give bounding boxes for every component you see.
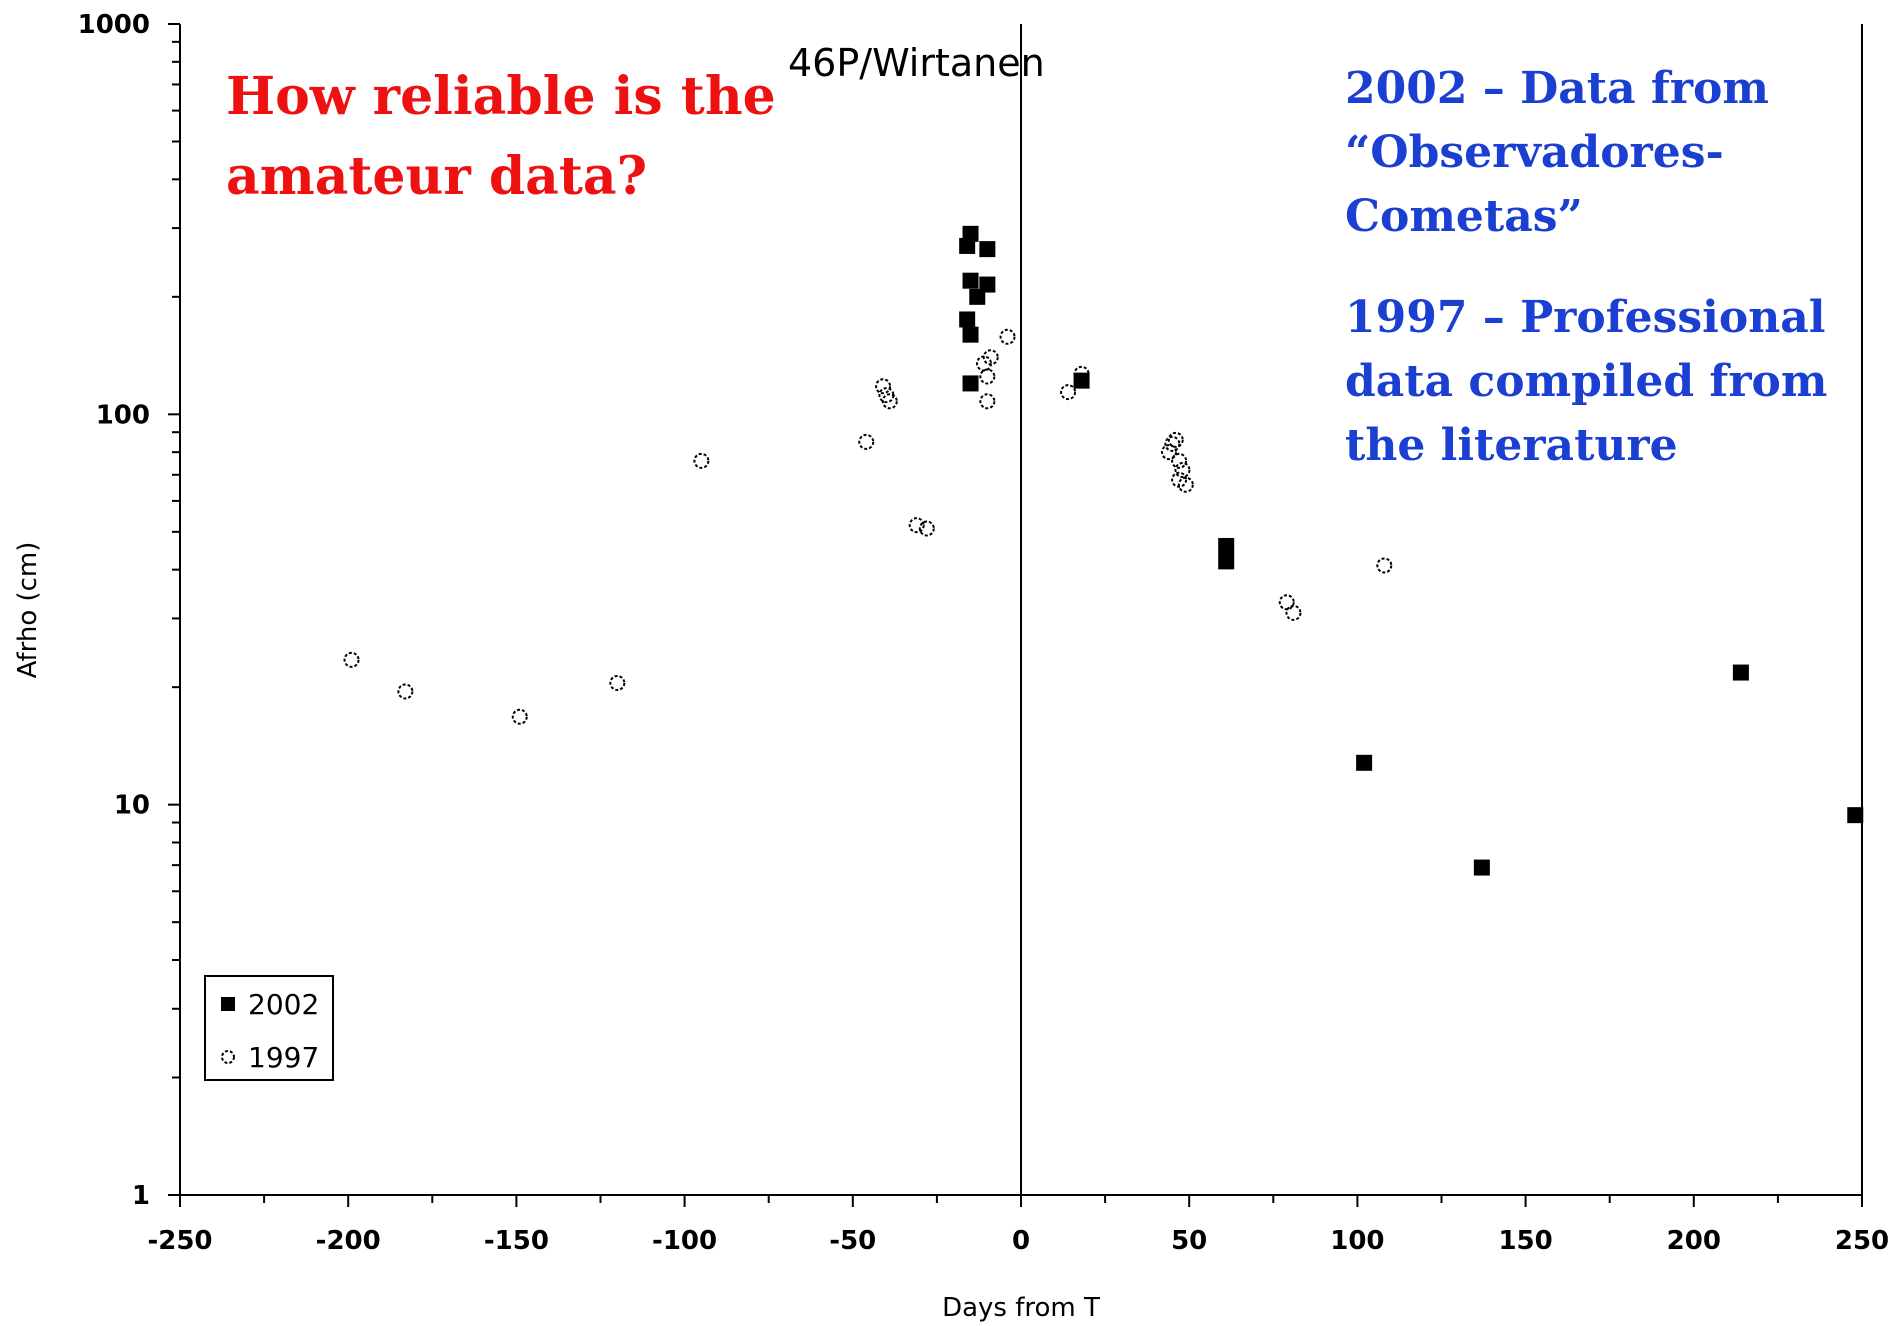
point-2002 bbox=[1473, 859, 1490, 876]
point-1997 bbox=[1171, 471, 1188, 488]
legend-label-1997: 1997 bbox=[248, 1041, 319, 1074]
x-tick-label: 200 bbox=[1667, 1226, 1721, 1256]
red-annotation-line-2: amateur data? bbox=[226, 146, 647, 207]
blue-1997-line-1: 1997 – Professional bbox=[1345, 292, 1825, 343]
point-1997 bbox=[999, 328, 1016, 345]
point-2002 bbox=[979, 241, 996, 258]
x-tick-label: 100 bbox=[1330, 1226, 1384, 1256]
point-2002 bbox=[1356, 754, 1373, 771]
point-1997 bbox=[1278, 594, 1295, 611]
point-2002 bbox=[962, 225, 979, 242]
point-1997 bbox=[693, 452, 710, 469]
point-1997 bbox=[979, 368, 996, 385]
blue-1997-line-3: the literature bbox=[1345, 420, 1678, 471]
x-tick-label: 250 bbox=[1835, 1226, 1889, 1256]
point-1997 bbox=[1177, 476, 1194, 493]
point-1997 bbox=[1285, 604, 1302, 621]
chart-title: 46P/Wirtanen bbox=[788, 41, 1045, 85]
point-1997 bbox=[881, 393, 898, 410]
blue-2002-line-2: “Observadores- bbox=[1345, 127, 1724, 178]
point-2002 bbox=[962, 272, 979, 289]
point-1997 bbox=[343, 651, 360, 668]
point-1997 bbox=[1174, 462, 1191, 479]
point-1997 bbox=[878, 387, 895, 404]
blue-annotation-2002: 2002 – Data from “Observadores- Cometas” bbox=[1345, 63, 1769, 242]
axis-ticks bbox=[168, 23, 1863, 1207]
point-2002 bbox=[969, 288, 986, 305]
blue-1997-line-2: data compiled from bbox=[1345, 356, 1827, 407]
point-1997 bbox=[1171, 452, 1188, 469]
y-tick-label: 1000 bbox=[78, 10, 150, 40]
blue-2002-line-3: Cometas” bbox=[1345, 191, 1583, 242]
x-tick-label: -50 bbox=[829, 1226, 876, 1256]
y-tick-label: 10 bbox=[114, 791, 150, 821]
point-1997 bbox=[908, 517, 925, 534]
legend: 2002 1997 bbox=[204, 975, 334, 1081]
x-tick-label: 150 bbox=[1498, 1226, 1552, 1256]
blue-annotation-1997: 1997 – Professional data compiled from t… bbox=[1345, 292, 1827, 471]
data-points bbox=[343, 225, 1864, 876]
point-1997 bbox=[875, 378, 892, 395]
point-1997 bbox=[1167, 431, 1184, 448]
point-2002 bbox=[979, 276, 996, 293]
x-tick-label: 0 bbox=[1012, 1226, 1030, 1256]
point-2002 bbox=[1218, 537, 1235, 554]
tick-labels: -250 -200 -150 -100 -50 0 50 100 150 200 250 1 10 100… bbox=[78, 10, 1890, 1256]
point-2002 bbox=[959, 237, 976, 254]
point-2002 bbox=[962, 375, 979, 392]
red-annotation-line-1: How reliable is the bbox=[226, 66, 776, 127]
point-1997 bbox=[1060, 384, 1077, 401]
point-1997 bbox=[609, 674, 626, 691]
plot-frame bbox=[179, 24, 1863, 1196]
blue-2002-line-1: 2002 – Data from bbox=[1345, 63, 1769, 114]
x-tick-label: -200 bbox=[316, 1226, 381, 1256]
point-1997 bbox=[397, 683, 414, 700]
y-tick-label: 1 bbox=[132, 1181, 150, 1211]
x-tick-label: 50 bbox=[1171, 1226, 1207, 1256]
x-axis-title: Days from T bbox=[942, 1293, 1100, 1323]
x-tick-label: -150 bbox=[484, 1226, 549, 1256]
point-1997 bbox=[511, 708, 528, 725]
point-1997 bbox=[982, 349, 999, 366]
point-1997 bbox=[1073, 365, 1090, 382]
y-tick-label: 100 bbox=[96, 400, 150, 430]
legend-marker-1997 bbox=[221, 1050, 235, 1064]
legend-marker-2002 bbox=[221, 997, 235, 1011]
point-1997 bbox=[1164, 435, 1181, 452]
legend-label-2002: 2002 bbox=[248, 988, 319, 1021]
point-1997 bbox=[1376, 557, 1393, 574]
point-1997 bbox=[858, 433, 875, 450]
x-tick-label: -100 bbox=[652, 1226, 717, 1256]
point-2002 bbox=[1732, 664, 1749, 681]
point-1997 bbox=[1161, 444, 1178, 461]
point-2002 bbox=[959, 311, 976, 328]
y-axis-title: Afrho (cm) bbox=[13, 542, 43, 679]
point-1997 bbox=[979, 393, 996, 410]
x-tick-label: -250 bbox=[147, 1226, 212, 1256]
point-1997 bbox=[918, 520, 935, 537]
red-annotation: How reliable is the amateur data? bbox=[226, 66, 776, 207]
point-2002 bbox=[1218, 553, 1235, 570]
point-2002 bbox=[962, 326, 979, 343]
point-2002 bbox=[1847, 807, 1864, 824]
